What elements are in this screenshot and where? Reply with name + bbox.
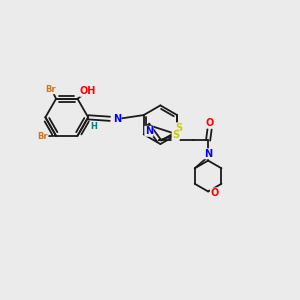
Text: OH: OH	[80, 86, 96, 96]
Text: S: S	[172, 130, 179, 140]
Text: O: O	[206, 118, 214, 128]
Text: N: N	[145, 126, 153, 136]
Text: O: O	[211, 188, 219, 198]
Text: N: N	[113, 114, 121, 124]
Text: N: N	[204, 149, 212, 159]
Text: Br: Br	[38, 132, 48, 141]
Text: Br: Br	[45, 85, 56, 94]
Text: H: H	[90, 122, 97, 131]
Text: S: S	[175, 123, 182, 133]
